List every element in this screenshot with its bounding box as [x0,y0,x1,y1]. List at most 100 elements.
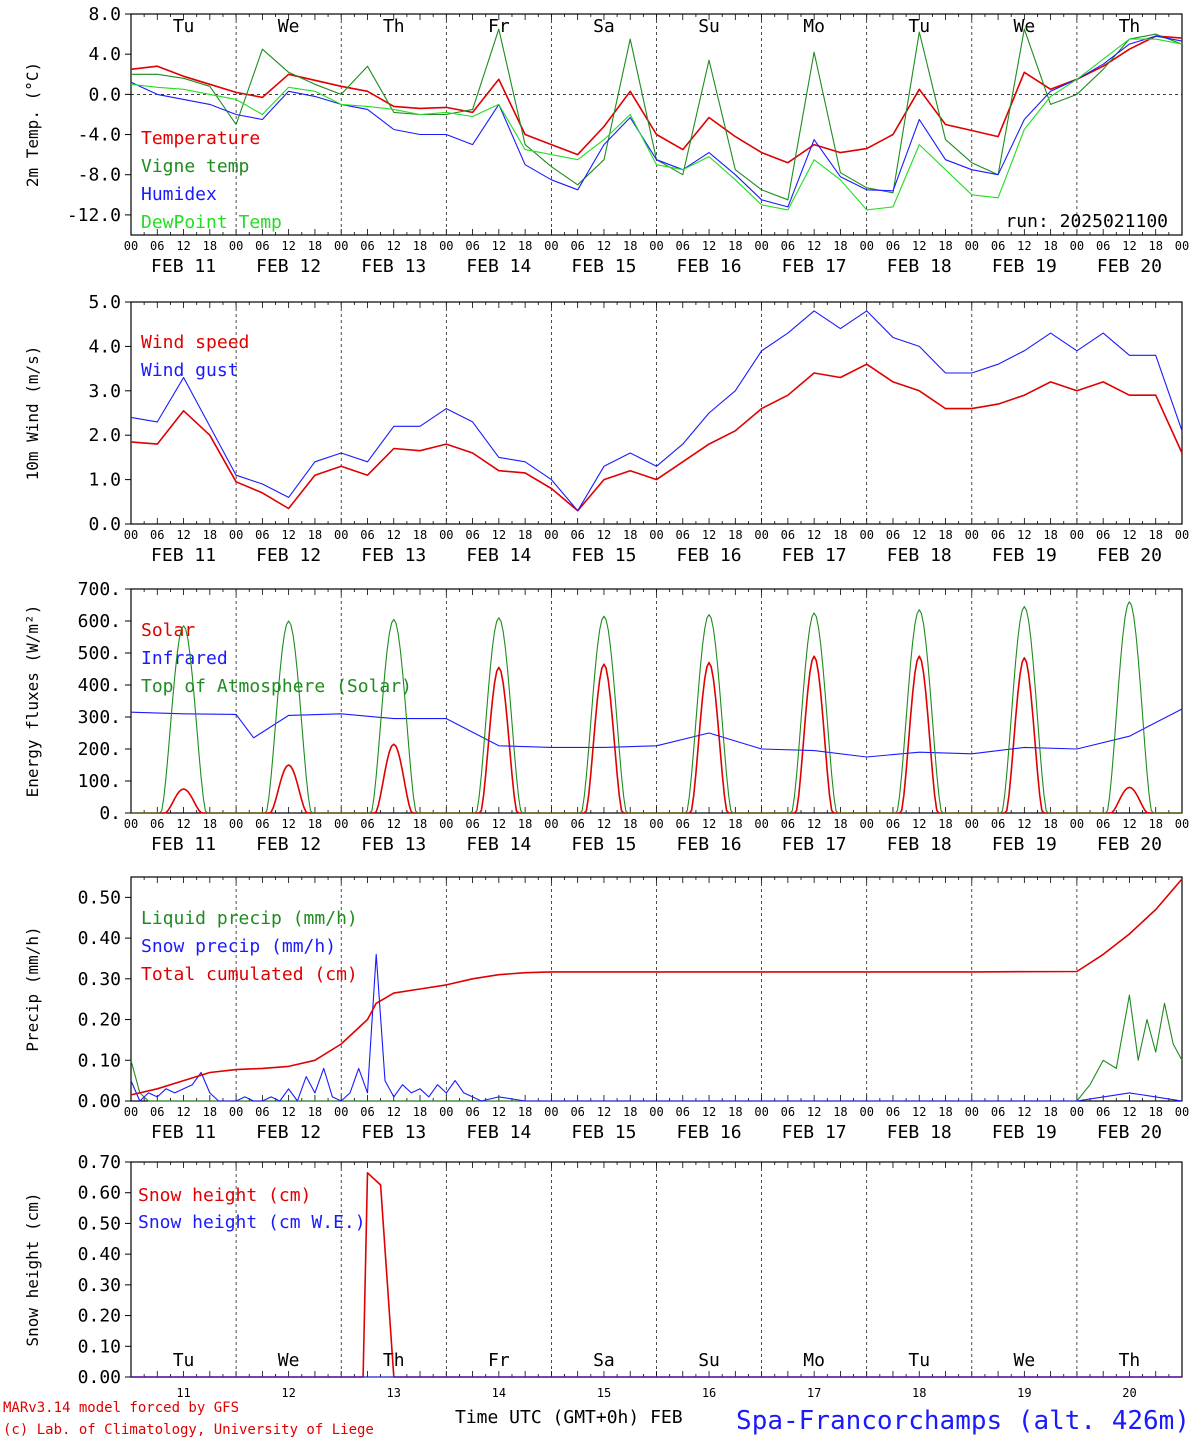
hour-tick-label: 12 [1122,239,1136,253]
hour-tick-label: 06 [255,239,269,253]
weekday-label: Th [1119,16,1141,37]
hour-tick-label: 12 [1017,239,1031,253]
date-label: FEB 16 [677,834,742,855]
hour-tick-label: 12 [807,239,821,253]
hour-tick-label: 12 [807,528,821,542]
hour-tick-label: 12 [702,239,716,253]
hour-tick-label: 00 [439,1105,453,1119]
series-line-2 [130,878,1183,1096]
hour-tick-label: 00 [124,528,138,542]
weekday-label: We [1014,16,1036,37]
hour-tick-label: 06 [886,528,900,542]
hour-tick-label: 06 [150,528,164,542]
y-tick-label: 0.00 [78,1091,121,1112]
hour-tick-label: 00 [859,1105,873,1119]
hour-tick-label: 00 [439,817,453,831]
day-number-label: 12 [281,1386,295,1400]
panel-2: 700. 600. 500. 400. 300. 200. 100. 0. Energy flu… [23,579,1189,855]
hour-tick-label: 18 [1148,817,1162,831]
hour-tick-label: 18 [1043,528,1057,542]
y-tick-label: -12.0 [67,205,121,226]
hour-tick-label: 00 [124,817,138,831]
hour-tick-label: 06 [991,239,1005,253]
hour-tick-label: 06 [150,239,164,253]
date-label: FEB 16 [677,256,742,277]
weekday-label: We [278,16,300,37]
y-tick-label: 3.0 [88,381,121,402]
hour-tick-label: 12 [597,1105,611,1119]
hour-tick-label: 00 [859,528,873,542]
weekday-label: Th [1119,1350,1141,1371]
hour-tick-label: 18 [1043,817,1057,831]
hour-tick-label: 00 [965,817,979,831]
hour-tick-label: 18 [623,817,637,831]
hour-tick-label: 00 [754,1105,768,1119]
hour-tick-label: 06 [886,239,900,253]
legend-entry: Wind speed [141,332,249,353]
hour-tick-label: 18 [938,239,952,253]
date-label: FEB 14 [466,256,531,277]
y-axis-label: 2m Temp. (°C) [23,62,42,187]
hour-tick-label: 12 [492,817,506,831]
hour-tick-label: 00 [544,1105,558,1119]
weekday-label: Tu [173,1350,195,1371]
hour-tick-label: 06 [886,1105,900,1119]
hour-tick-label: 00 [229,239,243,253]
hour-tick-label: 12 [807,817,821,831]
hour-tick-label: 12 [176,1105,190,1119]
hour-tick-label: 00 [1175,1105,1189,1119]
y-tick-label: 4.0 [88,336,121,357]
hour-tick-label: 00 [1175,817,1189,831]
date-label: FEB 14 [466,834,531,855]
series-line-3 [130,38,1183,211]
hour-tick-label: 18 [203,817,217,831]
date-label: FEB 18 [887,834,952,855]
y-tick-label: 0.0 [88,84,121,105]
y-tick-label: 0.0 [88,514,121,535]
hour-tick-label: 18 [1148,1105,1162,1119]
hour-tick-label: 06 [255,528,269,542]
y-tick-label: 8.0 [88,4,121,25]
weekday-label: Sa [593,16,615,37]
date-label: FEB 20 [1097,834,1162,855]
hour-tick-label: 18 [203,239,217,253]
date-label: FEB 20 [1097,545,1162,566]
hour-tick-label: 00 [754,528,768,542]
series-line-1 [130,953,1183,1102]
weekday-label: Fr [488,16,510,37]
hour-tick-label: 18 [938,817,952,831]
hour-tick-label: 00 [124,1105,138,1119]
date-label: FEB 18 [887,545,952,566]
hour-tick-label: 06 [991,528,1005,542]
series-line-1 [130,310,1183,512]
date-label: FEB 17 [782,256,847,277]
y-tick-label: 300. [78,707,121,728]
hour-tick-label: 12 [492,1105,506,1119]
weekday-label: Su [698,1350,720,1371]
hour-tick-label: 00 [439,528,453,542]
legend-entry: Infrared [141,648,228,669]
hour-tick-label: 12 [1122,1105,1136,1119]
hour-tick-label: 00 [649,1105,663,1119]
hour-tick-label: 18 [413,817,427,831]
hour-tick-label: 12 [387,239,401,253]
hour-tick-label: 18 [518,817,532,831]
station-name: Spa-Francorchamps (alt. 426m) [736,1406,1190,1436]
day-number-label: 18 [912,1386,926,1400]
hour-tick-label: 06 [1096,239,1110,253]
y-tick-label: 700. [78,579,121,600]
date-label: FEB 17 [782,1122,847,1143]
hour-tick-label: 18 [413,528,427,542]
date-label: FEB 14 [466,1122,531,1143]
date-label: FEB 19 [992,545,1057,566]
weekday-label: Th [383,16,405,37]
date-label: FEB 15 [571,1122,636,1143]
y-tick-label: 0.50 [78,1213,121,1234]
hour-tick-label: 12 [807,1105,821,1119]
y-tick-label: 0.40 [78,1244,121,1265]
series-line-2 [130,35,1183,208]
hour-tick-label: 18 [938,1105,952,1119]
hour-tick-label: 00 [229,817,243,831]
panel-1: 5.0 4.0 3.0 2.0 1.0 0.0 10m Wind (m/s) 00 06 12 18… [23,292,1189,566]
